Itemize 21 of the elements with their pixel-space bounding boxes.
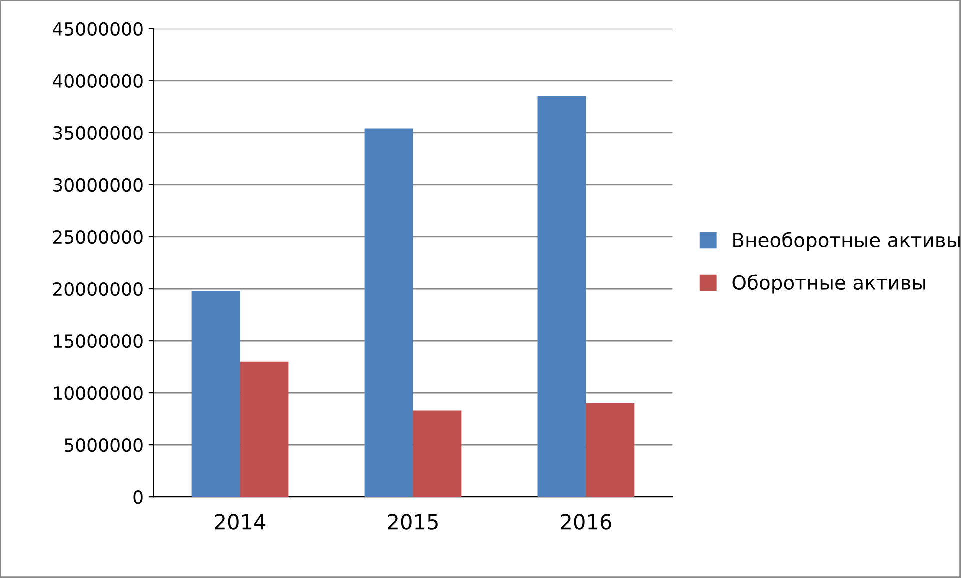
bar <box>538 96 586 498</box>
y-tick-label: 20000000 <box>53 282 143 296</box>
y-tick-label: 40000000 <box>53 74 143 88</box>
bar <box>192 291 240 498</box>
y-tick-label: 0 <box>134 490 143 504</box>
y-tick-label: 45000000 <box>53 22 143 36</box>
legend-label: Оборотные активы <box>732 274 926 294</box>
legend-label: Внеоборотные активы <box>734 232 960 252</box>
y-tick-label: 25000000 <box>53 230 143 244</box>
bar <box>586 403 635 498</box>
y-tick-label: 30000000 <box>54 178 143 192</box>
y-tick-label: 35000000 <box>54 126 143 140</box>
x-tick-label: 2014 <box>215 514 266 530</box>
bar <box>364 128 414 498</box>
y-tick-label: 5000000 <box>65 438 143 452</box>
y-tick-label: 15000000 <box>54 334 143 348</box>
x-tick-label: 2015 <box>388 514 438 530</box>
x-tick-label: 2016 <box>561 514 612 530</box>
y-tick-label: 10000000 <box>54 386 143 400</box>
bar <box>240 362 289 498</box>
bar <box>413 410 462 498</box>
